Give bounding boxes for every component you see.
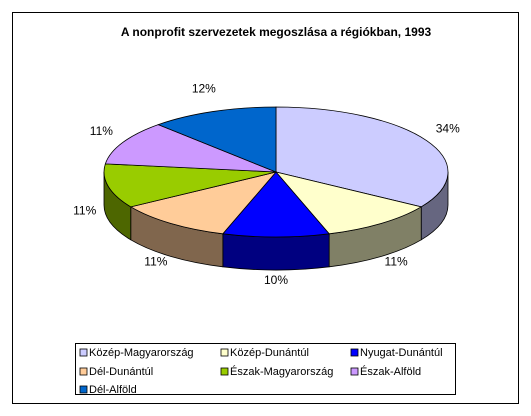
legend-swatch (79, 367, 88, 376)
data-label: 12% (192, 81, 216, 95)
legend-label: Észak-Alföld (360, 365, 421, 378)
legend-swatch (220, 367, 229, 376)
data-label: 11% (90, 124, 113, 138)
legend-label: Dél-Dunántúl (89, 366, 153, 378)
data-label: 10% (264, 273, 288, 287)
data-label: 11% (73, 203, 96, 217)
legend-swatch (79, 385, 88, 394)
pie-slice (222, 171, 330, 238)
pie-slice (129, 171, 278, 235)
data-label: 11% (385, 254, 408, 268)
legend-swatch (220, 348, 229, 357)
legend-swatch (350, 348, 359, 357)
pie-slice (104, 124, 277, 173)
pie-tops (103, 106, 449, 238)
pie-slice (275, 106, 449, 208)
pie-slice (274, 171, 423, 235)
pie-slice (157, 106, 277, 173)
data-label: 11% (144, 254, 167, 268)
legend-label: Észak-Magyarország (230, 365, 333, 378)
legend-label: Dél-Alföld (89, 384, 137, 396)
pie-sides (103, 171, 449, 271)
legend-label: Közép-Magyarország (89, 347, 194, 359)
pie-side (222, 233, 330, 271)
data-label: 34% (436, 121, 460, 135)
chart-title: A nonprofit szervezetek megoszlása a rég… (121, 25, 432, 39)
legend-box (75, 343, 456, 395)
pie-slice (103, 163, 277, 208)
legend-label: Nyugat-Dunántúl (360, 347, 443, 359)
legend-label: Közép-Dunántúl (230, 347, 309, 359)
legend-swatch (350, 367, 359, 376)
legend-swatch (79, 348, 88, 357)
